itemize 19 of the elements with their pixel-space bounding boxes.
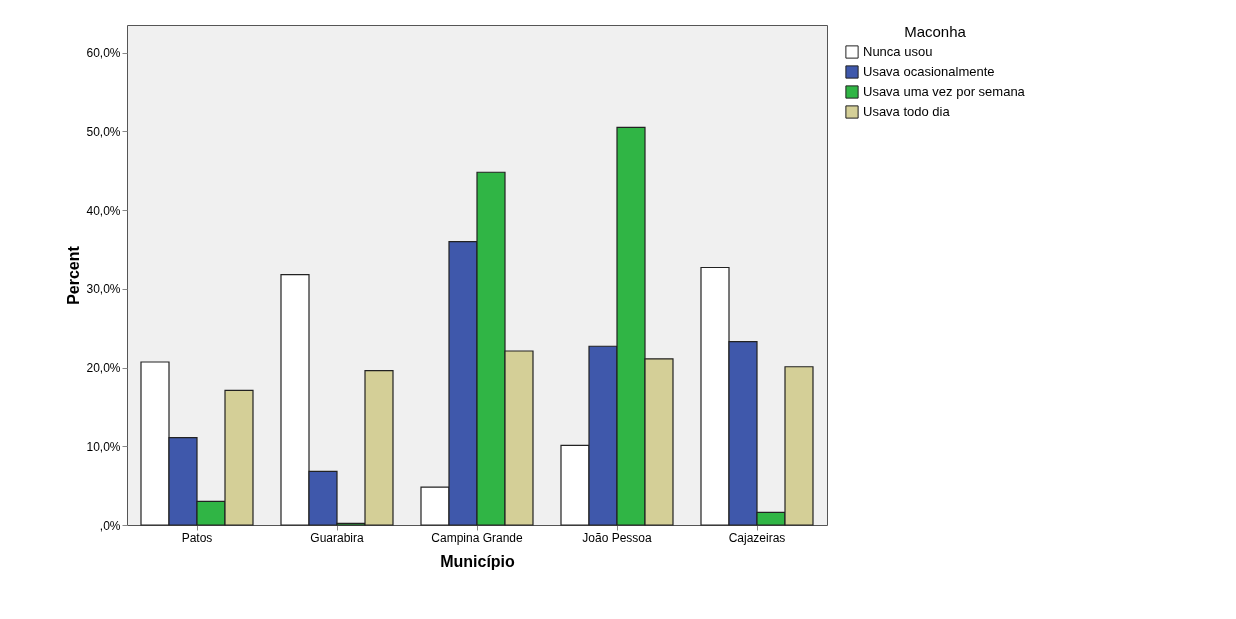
y-tick-label: 30,0% [86, 282, 121, 297]
x-tick-label: Campina Grande [431, 530, 524, 545]
y-tick-label: 20,0% [86, 361, 121, 376]
legend-label: Nunca usou [863, 44, 933, 59]
y-tick-label: 50,0% [86, 124, 121, 139]
x-tick-label: Guarabira [310, 530, 364, 545]
x-tick-label: Cajazeiras [728, 530, 786, 545]
legend-label: Usava todo dia [863, 104, 951, 119]
y-axis-title: Percent [65, 245, 83, 305]
legend-label: Usava ocasionalmente [863, 64, 995, 79]
y-tick-label: 10,0% [86, 439, 121, 454]
x-tick-label: Patos [181, 530, 213, 545]
legend-title: Maconha [904, 23, 967, 40]
y-tick-label: 60,0% [86, 46, 121, 61]
x-tick-label: João Pessoa [582, 530, 653, 545]
y-tick-label: 40,0% [86, 203, 121, 218]
x-axis-title: Município [440, 552, 516, 570]
y-tick-label: ,0% [99, 518, 121, 533]
legend-label: Usava uma vez por semana [863, 84, 1026, 99]
